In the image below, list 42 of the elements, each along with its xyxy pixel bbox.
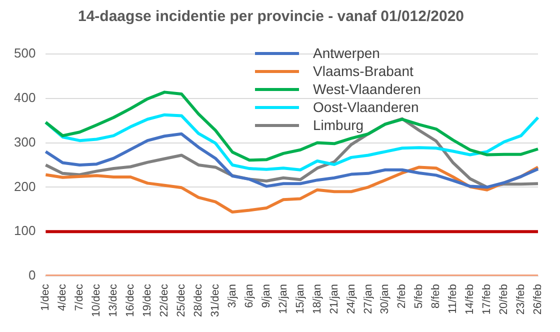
x-tick-label: 23/feb — [515, 284, 528, 315]
y-tick-label: 300 — [14, 134, 36, 150]
x-tick-label: 19/dec — [142, 283, 154, 318]
y-tick-label: 100 — [14, 223, 36, 238]
y-tick-label: 200 — [14, 178, 36, 194]
legend-label: Antwerpen — [313, 44, 380, 62]
x-tick-label: 2/feb — [396, 284, 408, 308]
x-tick-label: 20/feb — [498, 284, 510, 315]
x-tick-label: 26/feb — [532, 284, 544, 315]
x-tick-label: 15/jan — [294, 284, 306, 314]
x-tick-label: 24/jan — [345, 284, 358, 314]
x-tick-label: 16/dec — [124, 283, 137, 318]
x-tick-label: 17/feb — [481, 284, 494, 315]
x-tick-label: 12/jan — [277, 284, 290, 314]
legend-label: West-Vlaanderen — [313, 80, 421, 98]
legend-label: Limburg — [313, 116, 364, 134]
y-tick-label: 500 — [14, 46, 36, 61]
x-tick-label: 13/dec — [108, 283, 120, 318]
x-tick-label: 7/dec — [74, 283, 86, 311]
x-tick-label: 30/jan — [379, 284, 392, 314]
chart-title: 14-daagse incidentie per provincie - vanaf 01/012/2020 — [78, 8, 464, 26]
x-tick-label: 25/dec — [176, 283, 188, 318]
x-tick-label: 14/feb — [464, 284, 476, 315]
x-tick-label: 4/dec — [56, 283, 69, 311]
x-tick-label: 28/dec — [192, 283, 205, 318]
x-tick-label: 21/jan — [328, 284, 340, 314]
legend-label: Oost-Vlaanderen — [313, 98, 419, 116]
x-tick-label: 27/jan — [362, 284, 374, 314]
x-tick-label: 31/dec — [209, 283, 222, 318]
y-tick-label: 400 — [14, 90, 36, 105]
x-tick-label: 3/jan — [226, 284, 238, 308]
x-tick-label: 1/dec — [40, 283, 52, 311]
x-tick-label: 8/feb — [430, 284, 442, 308]
x-tick-label: 11/feb — [447, 284, 460, 314]
x-tick-label: 5/feb — [413, 284, 426, 308]
x-tick-label: 6/jan — [243, 284, 256, 308]
x-tick-label: 22/dec — [158, 283, 171, 318]
x-tick-label: 10/dec — [90, 283, 103, 318]
x-tick-label: 9/jan — [260, 284, 272, 308]
legend-label: Vlaams-Brabant — [313, 62, 414, 80]
y-tick-label: 0 — [28, 268, 36, 283]
x-tick-label: 18/jan — [311, 284, 324, 314]
